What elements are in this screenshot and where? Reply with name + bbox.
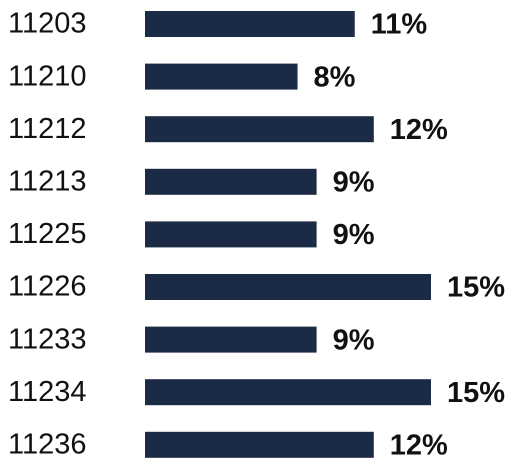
value-label: 15% — [447, 272, 505, 304]
bar — [145, 11, 355, 37]
bar — [145, 168, 317, 195]
category-label: 11226 — [8, 271, 87, 303]
bar — [145, 221, 317, 248]
value-label: 11% — [371, 9, 428, 41]
bar — [145, 431, 374, 458]
bar — [145, 63, 298, 90]
value-label: 9% — [333, 219, 375, 251]
value-label: 9% — [333, 324, 375, 356]
value-label: 15% — [447, 377, 505, 409]
category-label: 11203 — [8, 8, 87, 40]
category-label: 11236 — [8, 428, 87, 460]
value-label: 12% — [390, 429, 448, 461]
category-label: 11234 — [8, 376, 87, 408]
bar — [145, 326, 317, 353]
category-label: 11213 — [8, 165, 87, 197]
category-label: 11210 — [8, 60, 87, 92]
value-label: 9% — [333, 166, 375, 198]
category-label: 11212 — [8, 113, 87, 145]
bar — [145, 116, 374, 143]
category-label: 11225 — [8, 218, 87, 250]
value-label: 8% — [314, 61, 356, 93]
category-label: 11233 — [8, 323, 87, 355]
value-label: 12% — [390, 114, 448, 146]
bar — [145, 274, 431, 300]
bar — [145, 379, 431, 406]
